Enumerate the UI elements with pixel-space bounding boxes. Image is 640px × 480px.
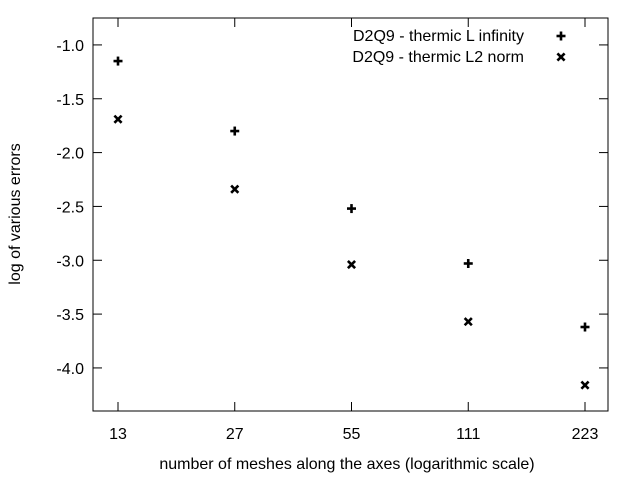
y-tick-label: -2.5 <box>56 199 84 216</box>
legend: D2Q9 - thermic L infinity D2Q9 - thermic … <box>352 28 566 66</box>
data-point-cross <box>463 317 473 327</box>
y-tick-label: -3.5 <box>56 307 84 324</box>
data-point-cross <box>346 260 357 270</box>
data-points <box>113 56 590 390</box>
x-axis-label: number of meshes along the axes (logarit… <box>159 456 534 473</box>
legend-marker-cross <box>556 52 566 62</box>
y-tick-label: -4.0 <box>56 361 84 378</box>
x-tick-label: 13 <box>109 426 127 443</box>
data-point-plus <box>580 322 590 332</box>
x-axis-ticks: 13 27 55 111 223 <box>109 18 598 443</box>
legend-marker-plus <box>556 31 566 41</box>
legend-entry-label: D2Q9 - thermic L infinity <box>353 28 524 45</box>
legend-entry-label: D2Q9 - thermic L2 norm <box>352 49 524 66</box>
x-tick-label: 111 <box>456 426 480 443</box>
data-point-plus <box>230 126 240 136</box>
data-point-plus <box>347 204 356 214</box>
data-point-plus <box>113 56 123 66</box>
y-tick-label: -2.0 <box>56 146 84 163</box>
data-point-cross <box>230 184 240 194</box>
data-point-cross <box>113 114 123 124</box>
y-axis-ticks: -1.0 -1.5 -2.0 -2.5 -3.0 -3.5 -4.0 <box>56 38 608 378</box>
y-tick-label: -1.0 <box>56 38 84 55</box>
data-point-cross <box>580 380 590 390</box>
plot-frame <box>92 17 609 412</box>
x-tick-label: 223 <box>572 426 599 443</box>
y-tick-label: -3.0 <box>56 253 84 270</box>
data-point-plus <box>463 258 473 268</box>
x-tick-label: 55 <box>343 426 361 443</box>
x-tick-label: 27 <box>226 426 244 443</box>
y-axis-label: log of various errors <box>7 143 24 284</box>
y-tick-label: -1.5 <box>56 92 84 109</box>
